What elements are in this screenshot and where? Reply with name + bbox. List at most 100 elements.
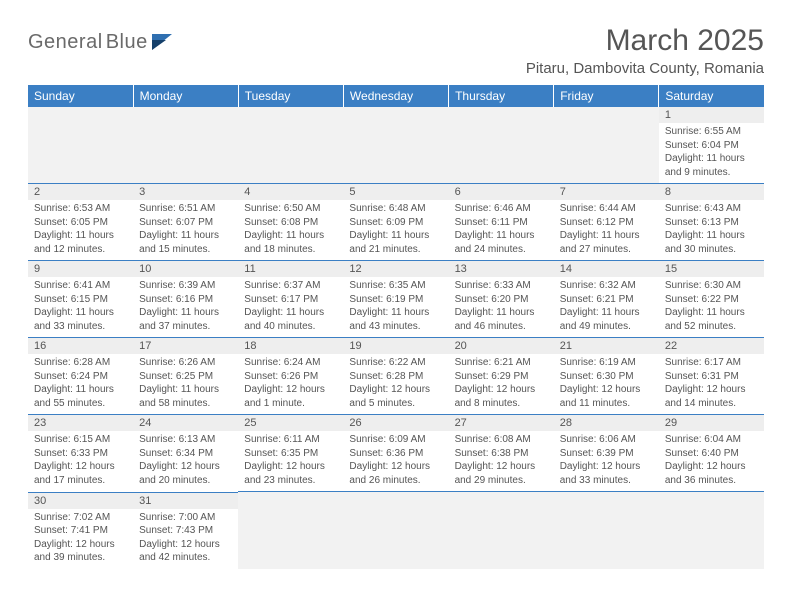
sunrise-text: Sunrise: 6:35 AM: [349, 279, 442, 293]
daylight-text: Daylight: 12 hours and 36 minutes.: [665, 460, 758, 487]
sunset-text: Sunset: 6:09 PM: [349, 216, 442, 230]
logo: General Blue: [28, 30, 180, 55]
calendar-cell: 14Sunrise: 6:32 AMSunset: 6:21 PMDayligh…: [554, 260, 659, 337]
sunset-text: Sunset: 6:07 PM: [139, 216, 232, 230]
sunrise-text: Sunrise: 6:13 AM: [139, 433, 232, 447]
daylight-text: Daylight: 12 hours and 33 minutes.: [560, 460, 653, 487]
daylight-text: Daylight: 11 hours and 18 minutes.: [244, 229, 337, 256]
daylight-text: Daylight: 12 hours and 39 minutes.: [34, 538, 127, 565]
day-details: Sunrise: 6:32 AMSunset: 6:21 PMDaylight:…: [554, 277, 659, 337]
day-details: Sunrise: 6:53 AMSunset: 6:05 PMDaylight:…: [28, 200, 133, 260]
sunrise-text: Sunrise: 6:48 AM: [349, 202, 442, 216]
calendar-cell: 16Sunrise: 6:28 AMSunset: 6:24 PMDayligh…: [28, 337, 133, 414]
daylight-text: Daylight: 11 hours and 30 minutes.: [665, 229, 758, 256]
daylight-text: Daylight: 11 hours and 37 minutes.: [139, 306, 232, 333]
calendar-cell: 7Sunrise: 6:44 AMSunset: 6:12 PMDaylight…: [554, 183, 659, 260]
calendar-cell: [659, 492, 764, 569]
sunset-text: Sunset: 7:43 PM: [139, 524, 232, 538]
calendar-cell: 31Sunrise: 7:00 AMSunset: 7:43 PMDayligh…: [133, 492, 238, 569]
sunrise-text: Sunrise: 6:08 AM: [455, 433, 548, 447]
sunset-text: Sunset: 6:29 PM: [455, 370, 548, 384]
day-details: Sunrise: 6:24 AMSunset: 6:26 PMDaylight:…: [238, 354, 343, 414]
day-number: 24: [133, 414, 238, 431]
calendar-cell: 27Sunrise: 6:08 AMSunset: 6:38 PMDayligh…: [449, 414, 554, 492]
daylight-text: Daylight: 11 hours and 33 minutes.: [34, 306, 127, 333]
sunrise-text: Sunrise: 6:51 AM: [139, 202, 232, 216]
calendar-cell: 22Sunrise: 6:17 AMSunset: 6:31 PMDayligh…: [659, 337, 764, 414]
sunset-text: Sunset: 6:21 PM: [560, 293, 653, 307]
sunrise-text: Sunrise: 6:28 AM: [34, 356, 127, 370]
sunrise-text: Sunrise: 6:32 AM: [560, 279, 653, 293]
daylight-text: Daylight: 11 hours and 49 minutes.: [560, 306, 653, 333]
day-number: 20: [449, 337, 554, 354]
day-details: Sunrise: 6:28 AMSunset: 6:24 PMDaylight:…: [28, 354, 133, 414]
calendar-cell: 21Sunrise: 6:19 AMSunset: 6:30 PMDayligh…: [554, 337, 659, 414]
day-number: 30: [28, 492, 133, 509]
day-details: Sunrise: 6:09 AMSunset: 6:36 PMDaylight:…: [343, 431, 448, 491]
col-friday: Friday: [554, 85, 659, 107]
calendar-row: 30Sunrise: 7:02 AMSunset: 7:41 PMDayligh…: [28, 492, 764, 569]
sunset-text: Sunset: 7:41 PM: [34, 524, 127, 538]
day-details: Sunrise: 6:15 AMSunset: 6:33 PMDaylight:…: [28, 431, 133, 491]
calendar-cell: 5Sunrise: 6:48 AMSunset: 6:09 PMDaylight…: [343, 183, 448, 260]
daylight-text: Daylight: 12 hours and 11 minutes.: [560, 383, 653, 410]
day-number: 15: [659, 260, 764, 277]
calendar-cell: 1Sunrise: 6:55 AMSunset: 6:04 PMDaylight…: [659, 107, 764, 183]
day-number: 12: [343, 260, 448, 277]
daylight-text: Daylight: 11 hours and 58 minutes.: [139, 383, 232, 410]
day-details: Sunrise: 6:37 AMSunset: 6:17 PMDaylight:…: [238, 277, 343, 337]
day-details: Sunrise: 6:08 AMSunset: 6:38 PMDaylight:…: [449, 431, 554, 491]
sunset-text: Sunset: 6:15 PM: [34, 293, 127, 307]
day-number: 19: [343, 337, 448, 354]
day-details: Sunrise: 6:43 AMSunset: 6:13 PMDaylight:…: [659, 200, 764, 260]
day-number: 18: [238, 337, 343, 354]
col-sunday: Sunday: [28, 85, 133, 107]
logo-text-main: General: [28, 31, 103, 53]
location-label: Pitaru, Dambovita County, Romania: [526, 60, 764, 77]
day-number: 26: [343, 414, 448, 431]
sunset-text: Sunset: 6:33 PM: [34, 447, 127, 461]
sunrise-text: Sunrise: 6:22 AM: [349, 356, 442, 370]
sunrise-text: Sunrise: 6:09 AM: [349, 433, 442, 447]
sunset-text: Sunset: 6:05 PM: [34, 216, 127, 230]
logo-text-sub: Blue: [106, 31, 148, 53]
calendar-cell: 25Sunrise: 6:11 AMSunset: 6:35 PMDayligh…: [238, 414, 343, 492]
sunset-text: Sunset: 6:04 PM: [665, 139, 758, 153]
day-details: Sunrise: 6:51 AMSunset: 6:07 PMDaylight:…: [133, 200, 238, 260]
calendar-row: 16Sunrise: 6:28 AMSunset: 6:24 PMDayligh…: [28, 337, 764, 414]
daylight-text: Daylight: 12 hours and 26 minutes.: [349, 460, 442, 487]
day-details: Sunrise: 6:26 AMSunset: 6:25 PMDaylight:…: [133, 354, 238, 414]
calendar-cell: 3Sunrise: 6:51 AMSunset: 6:07 PMDaylight…: [133, 183, 238, 260]
page-title: March 2025: [526, 24, 764, 58]
calendar-cell: 24Sunrise: 6:13 AMSunset: 6:34 PMDayligh…: [133, 414, 238, 492]
day-number: 5: [343, 183, 448, 200]
calendar-cell: [449, 492, 554, 569]
daylight-text: Daylight: 12 hours and 17 minutes.: [34, 460, 127, 487]
calendar-cell: 6Sunrise: 6:46 AMSunset: 6:11 PMDaylight…: [449, 183, 554, 260]
day-number: 14: [554, 260, 659, 277]
calendar-cell: 2Sunrise: 6:53 AMSunset: 6:05 PMDaylight…: [28, 183, 133, 260]
sunset-text: Sunset: 6:36 PM: [349, 447, 442, 461]
sunrise-text: Sunrise: 6:17 AM: [665, 356, 758, 370]
sunset-text: Sunset: 6:30 PM: [560, 370, 653, 384]
daylight-text: Daylight: 12 hours and 29 minutes.: [455, 460, 548, 487]
calendar-cell: 12Sunrise: 6:35 AMSunset: 6:19 PMDayligh…: [343, 260, 448, 337]
col-saturday: Saturday: [659, 85, 764, 107]
day-details: Sunrise: 6:44 AMSunset: 6:12 PMDaylight:…: [554, 200, 659, 260]
daylight-text: Daylight: 11 hours and 52 minutes.: [665, 306, 758, 333]
sunset-text: Sunset: 6:28 PM: [349, 370, 442, 384]
sunrise-text: Sunrise: 6:11 AM: [244, 433, 337, 447]
calendar-cell: 8Sunrise: 6:43 AMSunset: 6:13 PMDaylight…: [659, 183, 764, 260]
calendar-cell: 23Sunrise: 6:15 AMSunset: 6:33 PMDayligh…: [28, 414, 133, 492]
daylight-text: Daylight: 11 hours and 15 minutes.: [139, 229, 232, 256]
day-number: 23: [28, 414, 133, 431]
calendar-cell: 30Sunrise: 7:02 AMSunset: 7:41 PMDayligh…: [28, 492, 133, 569]
col-tuesday: Tuesday: [238, 85, 343, 107]
day-number: 9: [28, 260, 133, 277]
calendar-cell: 28Sunrise: 6:06 AMSunset: 6:39 PMDayligh…: [554, 414, 659, 492]
day-number: 25: [238, 414, 343, 431]
sunrise-text: Sunrise: 6:15 AM: [34, 433, 127, 447]
daylight-text: Daylight: 12 hours and 42 minutes.: [139, 538, 232, 565]
calendar-cell: 18Sunrise: 6:24 AMSunset: 6:26 PMDayligh…: [238, 337, 343, 414]
sunrise-text: Sunrise: 6:53 AM: [34, 202, 127, 216]
